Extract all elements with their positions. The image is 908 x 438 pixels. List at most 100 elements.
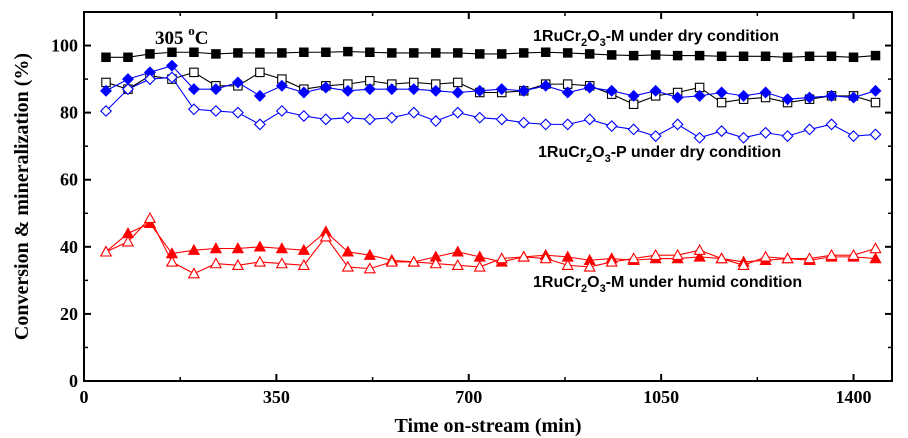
data-point-triangle — [297, 243, 310, 255]
data-point-diamond — [385, 83, 398, 96]
data-point-triangle — [165, 255, 179, 267]
data-point-diamond — [583, 113, 596, 126]
y-tick-label: 60 — [60, 170, 78, 190]
labels: Time on-stream (min) Conversion & mineral… — [11, 23, 802, 437]
data-point-square — [299, 47, 309, 58]
data-point-triangle — [341, 260, 354, 272]
data-point-triangle — [803, 252, 816, 264]
data-point-diamond — [583, 81, 596, 94]
data-point-diamond — [231, 76, 244, 89]
data-point-triangle — [451, 258, 464, 270]
data-point-triangle — [143, 211, 157, 224]
data-point-diamond — [561, 86, 574, 99]
data-point-triangle — [231, 258, 245, 270]
data-point-diamond — [407, 106, 420, 119]
data-point-diamond — [869, 128, 882, 141]
data-point-square — [409, 48, 419, 58]
data-point-triangle — [473, 260, 486, 272]
data-point-diamond — [341, 84, 354, 97]
data-point-diamond — [561, 118, 574, 131]
data-point-diamond — [473, 84, 486, 97]
series-line — [105, 71, 876, 105]
data-point-triangle — [187, 243, 201, 255]
data-point-square — [453, 48, 463, 58]
data-point-square — [870, 50, 881, 61]
data-point-square — [760, 51, 771, 62]
series-annotation: 1RuCr2O3-M under dry condition — [533, 28, 779, 49]
data-point-triangle — [187, 267, 201, 279]
data-point-diamond — [187, 83, 200, 96]
annotation-subscript: 3 — [600, 37, 606, 49]
annotation-subscript: 3 — [605, 153, 611, 165]
annotation-text: 1RuCr — [533, 274, 581, 291]
data-point-diamond — [495, 113, 508, 126]
data-point-square — [804, 51, 815, 62]
data-point-triangle — [583, 260, 596, 272]
y-tick-label: 40 — [60, 237, 78, 257]
data-point-triangle — [99, 245, 113, 257]
data-point-diamond — [825, 118, 838, 131]
x-tick-label: 1050 — [643, 387, 679, 407]
data-point-triangle — [275, 257, 289, 269]
data-point-square — [431, 48, 441, 58]
data-point-square — [672, 50, 683, 61]
series-line — [105, 217, 876, 275]
data-point-square — [496, 49, 507, 59]
data-point-diamond — [671, 118, 684, 131]
data-point-diamond — [605, 84, 618, 97]
data-point-diamond — [781, 130, 794, 143]
data-point-triangle — [715, 252, 728, 264]
data-point-square — [650, 50, 661, 60]
data-point-square — [826, 51, 837, 62]
data-point-diamond — [847, 130, 860, 143]
data-point-square — [870, 97, 881, 108]
temperature-degree: o — [188, 23, 195, 38]
annotation-subscript: 2 — [581, 283, 587, 295]
data-point-square — [189, 47, 199, 58]
data-point-diamond — [165, 59, 178, 72]
temperature-label: 305 oC — [155, 23, 208, 49]
data-point-triangle — [693, 250, 706, 262]
temperature-value: 305 — [155, 28, 188, 49]
data-point-diamond — [605, 120, 618, 133]
data-point-diamond — [671, 91, 684, 104]
data-point-diamond — [715, 125, 728, 138]
data-point-diamond — [275, 104, 288, 117]
data-point-square — [518, 48, 529, 58]
data-point-triangle — [407, 255, 420, 267]
data-point-diamond — [363, 83, 376, 96]
data-point-diamond — [451, 106, 464, 119]
data-point-triangle — [693, 243, 706, 255]
data-point-diamond — [253, 89, 266, 102]
annotation-text: -P under dry condition — [611, 144, 781, 161]
x-axis-title: Time on-stream (min) — [394, 415, 581, 437]
x-tick-label: 1400 — [836, 387, 872, 407]
y-tick-label: 100 — [51, 36, 78, 56]
data-point-triangle — [121, 235, 135, 247]
data-point-triangle — [671, 248, 684, 260]
data-point-square — [255, 67, 265, 78]
data-point-triangle — [781, 252, 794, 264]
data-point-square — [189, 67, 199, 78]
data-point-square — [716, 51, 727, 62]
data-point-diamond — [693, 131, 706, 144]
data-point-diamond — [407, 83, 420, 96]
data-point-diamond — [209, 104, 222, 117]
data-point-square — [387, 48, 397, 58]
data-point-square — [628, 50, 639, 61]
data-point-diamond — [759, 126, 772, 139]
data-point-triangle — [561, 258, 574, 270]
annotation-subscript: 3 — [600, 283, 606, 295]
data-point-square — [123, 52, 133, 63]
data-point-diamond — [737, 89, 750, 102]
y-tick-label: 0 — [69, 371, 78, 391]
data-point-diamond — [100, 104, 112, 117]
data-point-triangle — [451, 245, 464, 257]
data-point-diamond — [539, 79, 552, 92]
data-point-diamond — [847, 91, 860, 104]
data-point-triangle — [275, 242, 289, 254]
series-group — [99, 46, 882, 279]
data-point-diamond — [231, 106, 244, 119]
data-point-triangle — [627, 252, 640, 264]
